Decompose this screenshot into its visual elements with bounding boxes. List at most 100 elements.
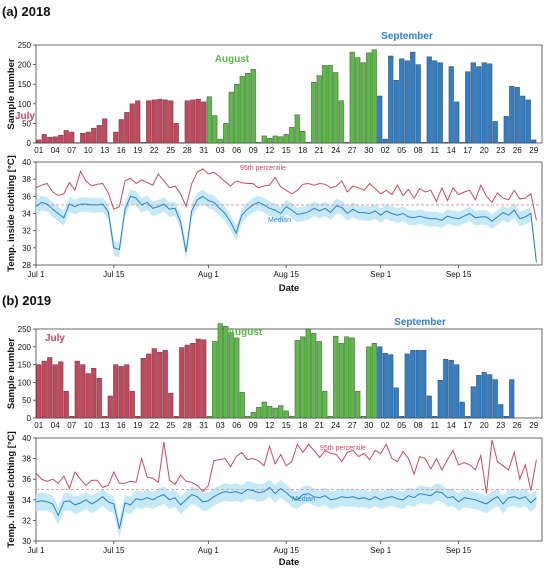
a-bar bbox=[300, 131, 306, 144]
b-day-label: 23 bbox=[496, 421, 505, 430]
b-bar bbox=[283, 410, 289, 419]
a-bar bbox=[514, 87, 520, 144]
b-bar bbox=[47, 357, 53, 419]
a-month-label: July bbox=[15, 111, 35, 122]
a-xtick-label: Sep 1 bbox=[370, 270, 391, 279]
b-month-label: September bbox=[394, 317, 446, 328]
b-month-label: July bbox=[45, 333, 65, 344]
a-bar bbox=[388, 55, 394, 144]
b-xtick-label: Jul 1 bbox=[28, 546, 45, 555]
b-bar bbox=[118, 366, 124, 419]
b-bar bbox=[432, 416, 438, 419]
b-day-label: 07 bbox=[67, 421, 76, 430]
b-bar bbox=[322, 391, 328, 419]
b-bar bbox=[184, 344, 190, 419]
a-bar bbox=[487, 63, 493, 144]
a-day-label: 21 bbox=[315, 146, 324, 155]
a-day-label: 17 bbox=[463, 146, 472, 155]
a-bar bbox=[74, 142, 80, 144]
b-day-label: 31 bbox=[199, 421, 208, 430]
b-bar bbox=[52, 364, 58, 419]
b-day-label: 08 bbox=[414, 421, 423, 430]
a-bar bbox=[520, 95, 526, 144]
a-day-label: 07 bbox=[67, 146, 76, 155]
b-p95-annotation: 95th percentile bbox=[320, 445, 366, 452]
b-bar bbox=[80, 364, 86, 419]
a-bar bbox=[448, 66, 454, 144]
b-day-label: 04 bbox=[51, 421, 60, 430]
a-bar bbox=[234, 83, 240, 144]
a-month-label: September bbox=[381, 31, 433, 42]
b-bar-ylabel: Sample number bbox=[6, 338, 17, 410]
b-bar bbox=[305, 328, 311, 419]
a-day-label: 05 bbox=[397, 146, 406, 155]
a-ytick-label: 250 bbox=[18, 41, 32, 50]
a-ytick-label: 30 bbox=[22, 244, 31, 253]
a-bar bbox=[382, 138, 388, 144]
b-day-label: 19 bbox=[133, 421, 142, 430]
a-day-label: 27 bbox=[348, 146, 357, 155]
a-day-label: 22 bbox=[150, 146, 159, 155]
a-bar bbox=[146, 100, 152, 144]
b-bar bbox=[102, 416, 108, 419]
b-bar bbox=[300, 336, 306, 419]
a-bar bbox=[371, 49, 377, 144]
b-xtick-label: Aug 1 bbox=[198, 546, 219, 555]
a-day-label: 09 bbox=[249, 146, 258, 155]
b-day-label: 01 bbox=[34, 421, 43, 430]
panel-a-title: (a) 2018 bbox=[2, 4, 50, 19]
a-bar bbox=[465, 71, 471, 144]
b-bar bbox=[338, 343, 344, 419]
b-xtick-label: Sep 1 bbox=[370, 546, 391, 555]
b-line-ylabel: Temp. inside clothing [°C] bbox=[6, 431, 17, 548]
b-bar bbox=[344, 336, 350, 419]
a-bar bbox=[140, 142, 146, 144]
b-day-label: 09 bbox=[249, 421, 258, 430]
b-bar bbox=[437, 380, 443, 419]
b-bar bbox=[278, 405, 284, 419]
a-bar bbox=[47, 136, 53, 144]
b-bar bbox=[388, 354, 394, 419]
b-bar bbox=[327, 416, 333, 419]
a-bar bbox=[531, 139, 537, 144]
a-bar bbox=[355, 57, 361, 144]
a-day-label: 23 bbox=[496, 146, 505, 155]
a-bar bbox=[410, 51, 416, 144]
a-bar bbox=[360, 62, 366, 144]
b-bar bbox=[234, 337, 240, 419]
b-ytick-label: 150 bbox=[18, 361, 32, 370]
b-bar bbox=[333, 335, 339, 419]
a-bar bbox=[223, 123, 229, 144]
b-bar-frame bbox=[35, 328, 543, 419]
a-bar bbox=[443, 142, 449, 144]
b-bar bbox=[503, 416, 509, 419]
a-day-label: 16 bbox=[117, 146, 126, 155]
a-bar bbox=[173, 123, 179, 144]
a-bar bbox=[52, 136, 58, 144]
b-ytick-label: 36 bbox=[22, 475, 31, 484]
a-day-label: 15 bbox=[282, 146, 291, 155]
a-bar-frame bbox=[35, 44, 543, 144]
a-bar bbox=[393, 80, 399, 144]
b-bar bbox=[294, 340, 300, 419]
b-day-label: 06 bbox=[232, 421, 241, 430]
a-bar bbox=[289, 127, 295, 144]
a-xtick-label: Sep 15 bbox=[446, 270, 472, 279]
a-xtick-label: Jul 15 bbox=[103, 270, 125, 279]
b-day-label: 25 bbox=[166, 421, 175, 430]
b-day-label: 22 bbox=[150, 421, 159, 430]
b-day-label: 21 bbox=[315, 421, 324, 430]
b-day-label: 03 bbox=[216, 421, 225, 430]
b-bar bbox=[129, 391, 135, 419]
a-bar bbox=[267, 138, 273, 144]
a-day-label: 18 bbox=[298, 146, 307, 155]
a-line-ylabel: Temp. inside clothing [°C] bbox=[6, 155, 17, 272]
a-bar bbox=[349, 51, 355, 144]
a-bar bbox=[162, 99, 168, 144]
b-bar bbox=[448, 360, 454, 419]
b-bar bbox=[58, 361, 64, 419]
b-bar bbox=[107, 395, 113, 419]
b-bar bbox=[113, 364, 119, 419]
b-bar bbox=[162, 350, 168, 419]
